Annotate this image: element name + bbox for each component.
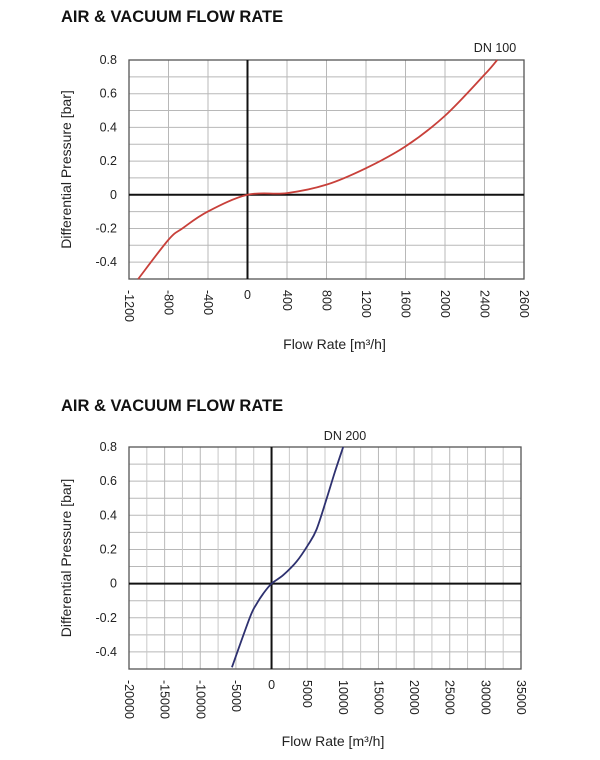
y-tick-label: 0.4: [100, 508, 117, 522]
x-tick-label: 800: [320, 290, 334, 311]
x-tick-label: 15000: [371, 680, 385, 715]
x-tick-label: -800: [162, 290, 176, 315]
chart-title: AIR & VACUUM FLOW RATE: [61, 397, 283, 415]
x-tick-label: 0: [268, 678, 275, 692]
series-label: DN 100: [474, 41, 516, 55]
y-tick-label: 0.8: [100, 53, 117, 67]
x-tick-label: 35000: [514, 680, 528, 715]
x-tick-label: -400: [201, 290, 215, 315]
chart-2: AIR & VACUUM FLOW RATE 0.8 0.6 0.4 0.2 0 -0.2 -…: [58, 397, 528, 749]
y-tick-label: -0.2: [95, 221, 117, 235]
x-tick-label: -20000: [122, 680, 136, 719]
y-axis-label: Differential Pressure [bar]: [58, 479, 74, 637]
x-tick-label: 30000: [478, 680, 492, 715]
series-line: [137, 59, 498, 280]
y-axis-label: Differential Pressure [bar]: [58, 90, 74, 248]
y-tick-label: 0.2: [100, 154, 117, 168]
x-axis-label: Flow Rate [m³/h]: [283, 336, 386, 352]
x-tick-label: -5000: [229, 680, 243, 712]
x-tick-label: 5000: [300, 680, 314, 708]
plot-frame: [128, 59, 525, 280]
y-tick-label: 0.4: [100, 120, 117, 134]
y-tick-label: 0: [110, 577, 117, 591]
chart-title: AIR & VACUUM FLOW RATE: [61, 8, 283, 26]
y-tick-label: -0.4: [95, 255, 117, 269]
chart-1: AIR & VACUUM FLOW RATE 0.8 0.6 0.4 0.2 0 -0.2 -…: [58, 8, 531, 352]
y-tick-label: 0: [110, 188, 117, 202]
x-axis-label: Flow Rate [m³/h]: [282, 733, 385, 749]
x-tick-label: -10000: [193, 680, 207, 719]
x-tick-label: -1200: [122, 290, 136, 322]
x-tick-label: 2600: [517, 290, 531, 318]
x-tick-label: 1200: [359, 290, 373, 318]
x-tick-label: 2400: [478, 290, 492, 318]
y-tick-label: 0.8: [100, 440, 117, 454]
x-tick-label: -15000: [158, 680, 172, 719]
x-tick-label: 0: [244, 288, 251, 302]
x-tick-label: 400: [280, 290, 294, 311]
series-line: [231, 446, 345, 668]
plot-frame: [128, 446, 522, 670]
x-tick-label: 25000: [443, 680, 457, 715]
x-tick-label: 10000: [336, 680, 350, 715]
y-tick-label: 0.6: [100, 87, 117, 101]
y-tick-label: 0.2: [100, 542, 117, 556]
y-tick-label: -0.4: [95, 645, 117, 659]
x-tick-label: 2000: [438, 290, 452, 318]
series-label: DN 200: [324, 429, 366, 443]
y-tick-label: -0.2: [95, 611, 117, 625]
x-tick-label: 1600: [399, 290, 413, 318]
y-tick-label: 0.6: [100, 474, 117, 488]
x-tick-label: 20000: [407, 680, 421, 715]
